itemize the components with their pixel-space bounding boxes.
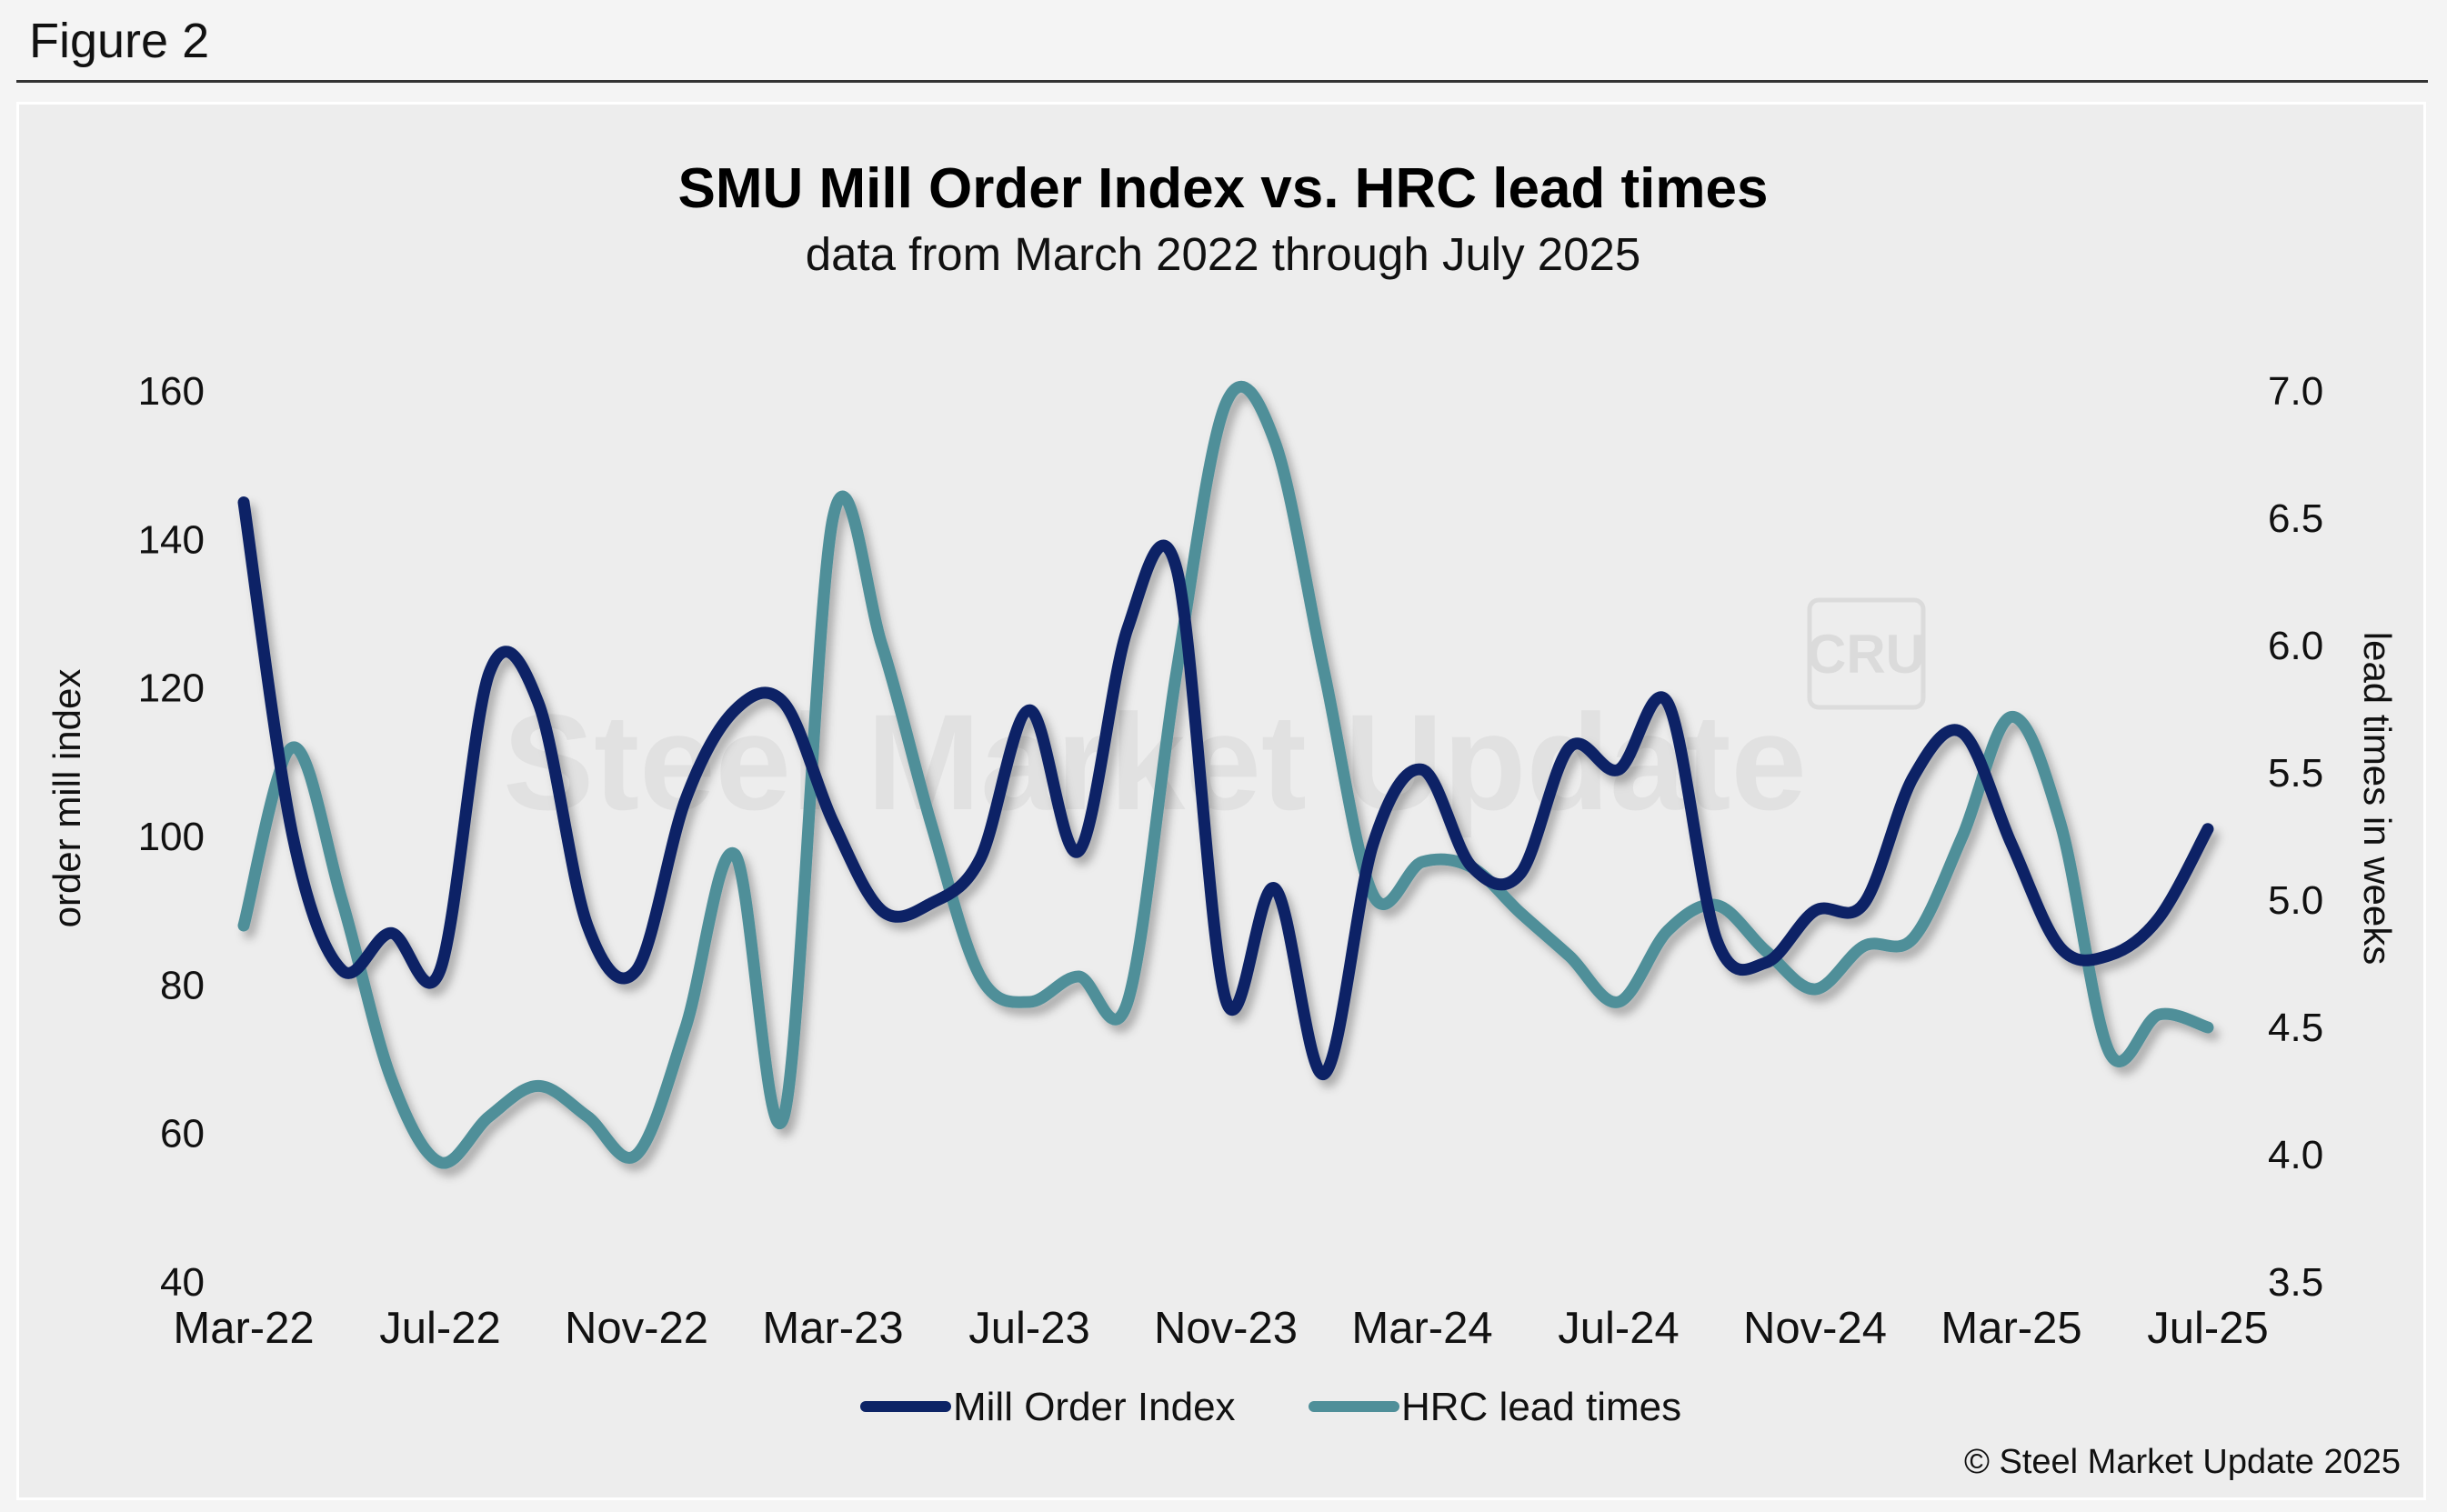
figure-label: Figure 2 (29, 14, 210, 68)
header-divider (16, 80, 2428, 83)
y-right-tick-label: 6.5 (2268, 496, 2323, 541)
y-right-tick-label: 3.5 (2268, 1260, 2323, 1305)
chart-panel (16, 102, 2426, 1500)
x-tick-label: Nov-22 (565, 1304, 708, 1353)
y-left-tick-label: 100 (138, 815, 205, 859)
x-tick-label: Mar-23 (762, 1304, 903, 1353)
y-axis-right-title: lead times in weeks (2356, 632, 2399, 966)
mill-order-index-line (237, 496, 2214, 1080)
hrc-lead-times-line (237, 380, 2214, 1169)
watermark-badge-text: CRU (1807, 624, 1925, 685)
y-right-tick-label: 6.0 (2268, 624, 2323, 668)
legend: Mill Order Index HRC lead times (860, 1385, 1681, 1429)
legend-label-mill-order-index: Mill Order Index (953, 1385, 1236, 1429)
x-tick-label: Jul-23 (968, 1304, 1089, 1353)
x-tick-label: Jul-25 (2147, 1304, 2268, 1353)
y-left-tick-label: 40 (160, 1260, 205, 1305)
copyright-credit: © Steel Market Update 2025 (1964, 1443, 2401, 1481)
x-tick-label: Nov-23 (1154, 1304, 1298, 1353)
chart-title: SMU Mill Order Index vs. HRC lead times (678, 157, 1769, 220)
y-axis-left-ticks: 40 60 80 100 120 140 160 (138, 369, 205, 1305)
x-tick-label: Nov-24 (1743, 1304, 1887, 1353)
y-left-tick-label: 60 (160, 1112, 205, 1157)
y-axis-left-title: order mill index (45, 669, 88, 928)
y-axis-right-ticks: 3.5 4.0 4.5 5.0 5.5 6.0 6.5 7.0 (2268, 369, 2323, 1305)
y-right-tick-label: 4.0 (2268, 1133, 2323, 1177)
y-left-tick-label: 80 (160, 963, 205, 1007)
x-tick-label: Jul-24 (1558, 1304, 1679, 1353)
chart-subtitle: data from March 2022 through July 2025 (806, 228, 1641, 280)
y-left-tick-label: 140 (138, 517, 205, 562)
y-left-tick-label: 120 (138, 666, 205, 711)
y-right-tick-label: 7.0 (2268, 369, 2323, 414)
y-left-tick-label: 160 (138, 369, 205, 414)
x-axis-ticks: Mar-22 Jul-22 Nov-22 Mar-23 Jul-23 Nov-23 Mar-… (173, 1304, 2268, 1353)
series-lines (237, 380, 2214, 1169)
y-right-tick-label: 5.5 (2268, 751, 2323, 796)
x-tick-label: Mar-25 (1941, 1304, 2081, 1353)
x-tick-label: Mar-24 (1351, 1304, 1492, 1353)
x-tick-label: Jul-22 (379, 1304, 500, 1353)
y-right-tick-label: 5.0 (2268, 878, 2323, 923)
watermark-badge: CRU (1807, 597, 1926, 710)
y-right-tick-label: 4.5 (2268, 1006, 2323, 1050)
x-tick-label: Mar-22 (173, 1304, 314, 1353)
legend-label-hrc-lead-times: HRC lead times (1401, 1385, 1681, 1429)
